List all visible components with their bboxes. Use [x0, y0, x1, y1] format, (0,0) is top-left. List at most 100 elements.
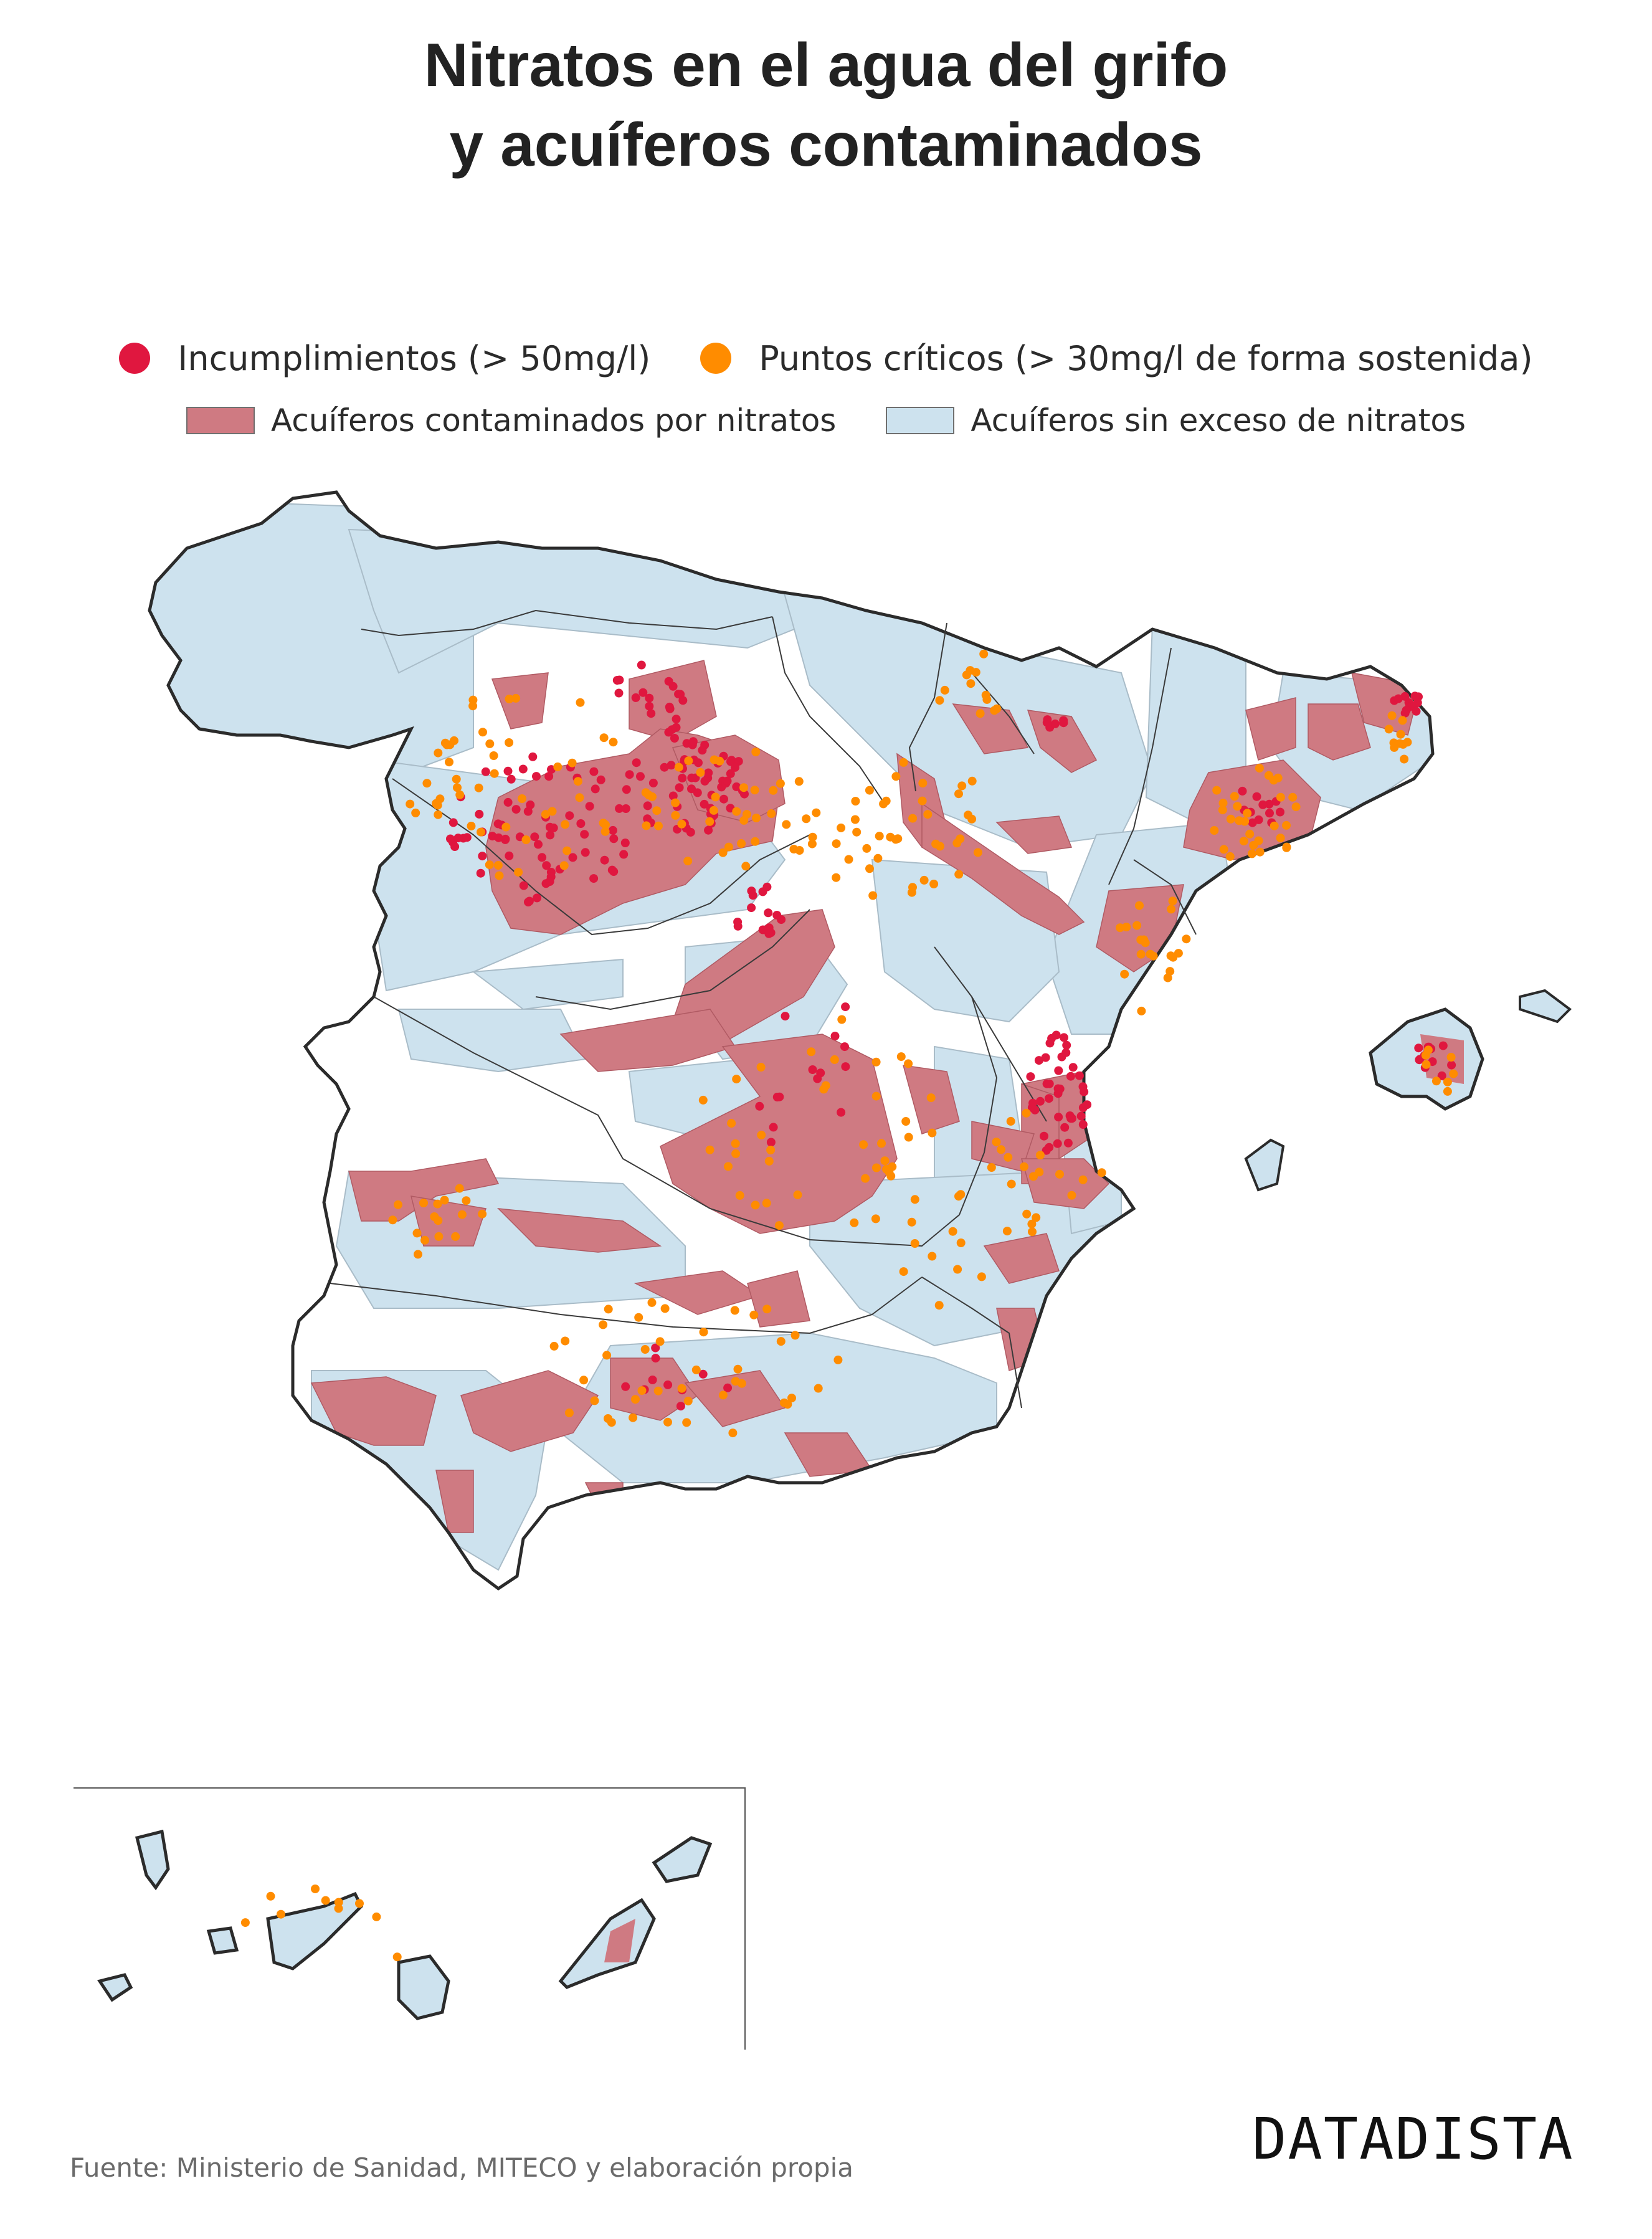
- incumplimiento-point: [621, 1382, 630, 1391]
- punto-critico-point: [677, 1384, 686, 1393]
- punto-critico-point: [724, 1162, 733, 1171]
- punto-critico-point: [434, 1232, 444, 1241]
- punto-critico-point: [908, 814, 918, 823]
- punto-critico-point: [875, 832, 884, 841]
- incumplimiento-point: [622, 785, 631, 794]
- punto-critico-point: [477, 827, 485, 837]
- punto-critico-point: [976, 709, 985, 718]
- incumplimientos-points: [446, 660, 1456, 1411]
- incumplimiento-point: [674, 690, 683, 699]
- punto-critico-point: [1387, 711, 1397, 720]
- punto-critico-point: [728, 1428, 738, 1438]
- punto-critico-point: [888, 1162, 897, 1171]
- punto-critico-point: [1233, 802, 1242, 811]
- incumplimiento-point: [755, 1101, 764, 1111]
- peninsula: [143, 492, 1433, 1589]
- punto-critico-point: [548, 807, 557, 816]
- punto-critico-point: [1384, 725, 1393, 734]
- punto-critico-point: [865, 864, 874, 873]
- punto-critico-point: [873, 853, 883, 863]
- punto-critico-point: [1396, 730, 1405, 739]
- incumplimiento-point: [1252, 792, 1261, 801]
- punto-critico-point: [663, 1417, 672, 1427]
- punto-critico-point: [977, 1272, 986, 1281]
- incumplimiento-point: [1410, 692, 1420, 701]
- incumplimiento-point: [1054, 1066, 1063, 1075]
- punto-critico-point: [634, 1313, 643, 1322]
- punto-critico-point: [311, 1885, 320, 1893]
- punto-critico-point: [877, 1139, 886, 1148]
- punto-critico-point: [563, 846, 572, 855]
- punto-critico-point: [990, 706, 999, 715]
- punto-critico-point: [935, 696, 944, 705]
- punto-critico-point: [812, 808, 821, 817]
- incumplimiento-point: [1045, 1079, 1054, 1088]
- punto-critico-point: [485, 739, 495, 748]
- punto-critico-point: [564, 1408, 574, 1417]
- punto-critico-point: [832, 873, 841, 882]
- incumplimiento-point: [608, 825, 617, 835]
- punto-critico-point: [637, 1386, 647, 1395]
- punto-critico-point: [1210, 826, 1219, 835]
- punto-critico-point: [871, 1091, 881, 1101]
- punto-critico-point: [756, 1063, 766, 1072]
- punto-critico-point: [802, 814, 811, 824]
- incumplimiento-point: [544, 772, 554, 781]
- incumplimiento-point: [1265, 809, 1274, 818]
- punto-critico-point: [807, 1047, 816, 1057]
- punto-critico-point: [742, 810, 751, 819]
- incumplimiento-point: [1050, 719, 1060, 728]
- incumplimiento-point: [665, 704, 675, 713]
- punto-critico-point: [731, 1377, 740, 1386]
- incumplimiento-point: [1066, 1072, 1075, 1081]
- punto-critico-point: [1255, 764, 1264, 773]
- punto-critico-point: [814, 1384, 823, 1393]
- incumplimiento-point: [1059, 718, 1068, 728]
- incumplimiento-point: [1083, 1100, 1092, 1110]
- punto-critico-point: [420, 1235, 429, 1245]
- incumplimiento-point: [505, 851, 514, 860]
- punto-critico-point: [414, 1250, 422, 1259]
- incumplimiento-point: [585, 802, 594, 811]
- incumplimiento-point: [625, 770, 634, 779]
- puntos-criticos-points: [240, 649, 1458, 1962]
- punto-critico-point: [567, 758, 577, 768]
- punto-critico-point: [859, 1140, 868, 1149]
- incumplimiento-point: [700, 776, 710, 786]
- punto-critico-point: [647, 1298, 657, 1307]
- incumplimiento-point: [568, 853, 577, 862]
- punto-critico-point: [440, 738, 450, 748]
- punto-critico-point: [599, 733, 609, 743]
- incumplimiento-point: [676, 1402, 685, 1411]
- punto-critico-point: [457, 1210, 467, 1219]
- punto-critico-point: [1035, 1151, 1045, 1160]
- incumplimiento-point: [664, 728, 673, 737]
- incumplimiento-point: [675, 783, 684, 792]
- incumplimiento-point: [619, 850, 629, 859]
- incumplimiento-point: [830, 1032, 840, 1041]
- incumplimiento-point: [687, 773, 696, 782]
- legend-label-puntos-criticos: Puntos críticos (> 30mg/l de forma soste…: [759, 338, 1533, 378]
- regional-borders: [330, 609, 1197, 1409]
- punto-critico-point: [776, 779, 785, 788]
- incumplimiento-point: [764, 929, 774, 938]
- canary-inset: [74, 1787, 746, 2050]
- incumplimiento-point: [1054, 1113, 1063, 1122]
- incumplimiento-point: [648, 778, 658, 787]
- punto-critico-point: [868, 891, 878, 900]
- incumplimiento-point: [1051, 1030, 1061, 1040]
- incumplimiento-point: [660, 763, 669, 772]
- incumplimiento-point: [645, 693, 654, 703]
- punto-critico-point: [654, 821, 663, 830]
- incumplimiento-point: [747, 903, 756, 913]
- punto-critico-point: [334, 1904, 343, 1913]
- punto-critico-point: [940, 685, 949, 695]
- incumplimiento-point: [523, 807, 533, 816]
- incumplimiento-point: [1034, 1056, 1043, 1065]
- punto-critico-point: [1431, 1077, 1441, 1086]
- punto-critico-point: [462, 1196, 471, 1205]
- punto-critico-point: [901, 1117, 911, 1126]
- punto-critico-point: [559, 861, 569, 870]
- incumplimiento-point: [670, 734, 679, 743]
